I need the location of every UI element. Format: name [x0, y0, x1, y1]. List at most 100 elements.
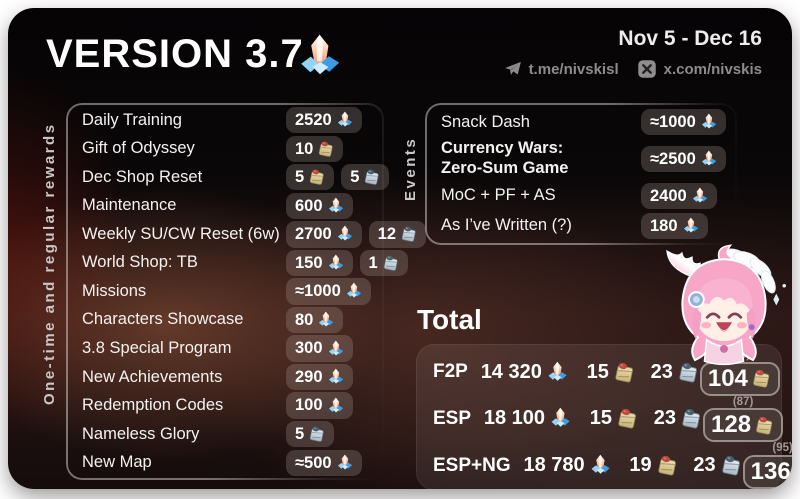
- special-pass-icon: [656, 454, 679, 477]
- pill-amount: 300: [295, 339, 323, 358]
- total-row-label: ESP+NG: [433, 454, 511, 476]
- pulls-pill: 136: [742, 454, 792, 489]
- amount-pill: 5: [286, 164, 335, 191]
- reward-row: Weekly SU/CW Reset (6w) 2700 12: [66, 221, 427, 248]
- telegram-handle: t.me/nivskisl: [528, 60, 619, 78]
- pill-amount: 2700: [295, 225, 332, 244]
- events-list: Snack Dash ≈1000 Currency Wars: Zero-Sum…: [425, 103, 737, 245]
- amount-pill: 10: [286, 135, 344, 162]
- special-pass-icon: [751, 368, 772, 389]
- reward-row: Dec Shop Reset 5 5: [66, 164, 390, 191]
- reward-label: 3.8 Special Program: [82, 339, 232, 357]
- jade-total-value: 18 100: [483, 407, 546, 430]
- stellar-jade-icon: [691, 187, 709, 205]
- reward-label: Weekly SU/CW Reset (6w): [82, 224, 280, 243]
- reward-row: World Shop: TB 150 1: [66, 249, 408, 277]
- total-row-label: ESP: [433, 407, 472, 429]
- reward-row: New Achievements 290: [66, 363, 384, 391]
- amount-pill: ≈1000: [286, 278, 371, 305]
- special-pass-total: 19: [626, 454, 679, 477]
- event-label: MoC + PF + AS: [441, 186, 556, 205]
- reward-label: Nameless Glory: [82, 424, 200, 443]
- event-label-line2: Zero-Sum Game: [441, 158, 569, 177]
- star-rail-pass-icon: [363, 168, 381, 186]
- pill-amount: 2520: [295, 111, 332, 130]
- main-card: VERSION 3.7 Nov 5 - Dec 16 t.me/nivskisl…: [8, 8, 792, 489]
- stellar-jade-icon: [317, 311, 335, 329]
- amount-pill: ≈2500: [641, 145, 726, 173]
- pill-amount: 180: [650, 216, 678, 235]
- pulls-pill: 128: [703, 408, 784, 443]
- amount-pill: 80: [286, 306, 344, 334]
- x-logo-icon: [637, 59, 657, 79]
- amount-pill: 2520: [286, 107, 362, 134]
- pulls-stack: (87) 128: [703, 396, 784, 443]
- jade-total-value: 14 320: [480, 360, 542, 383]
- events-section-label: Events: [402, 136, 419, 202]
- special-pass-icon: [308, 168, 326, 186]
- amount-pill: ≈500: [286, 449, 362, 476]
- jade-total: 18 100: [471, 407, 572, 430]
- reward-label: Dec Shop Reset: [82, 167, 203, 186]
- special-pass-value: 15: [586, 360, 609, 383]
- social-links: t.me/nivskisl x.com/nivskis: [504, 59, 762, 79]
- pill-amount: 5: [295, 168, 305, 187]
- pulls-value: 128: [711, 411, 752, 439]
- reward-label: World Shop: TB: [82, 253, 198, 272]
- elysia-chibi-sticker: [650, 242, 792, 366]
- event-label: As I’ve Written (?): [441, 216, 572, 235]
- amount-pill: 100: [286, 392, 353, 419]
- pill-amount: 1: [368, 253, 378, 272]
- pill-amount: 2400: [650, 186, 687, 205]
- stellar-jade-icon: [345, 282, 363, 300]
- pulls-pill: 104: [699, 361, 780, 396]
- event-row: MoC + PF + AS 2400: [425, 182, 737, 209]
- reward-label: Characters Showcase: [82, 310, 244, 329]
- event-row: Currency Wars: Zero-Sum Game ≈2500: [425, 139, 737, 179]
- event-label: Currency Wars: Zero-Sum Game: [441, 139, 641, 179]
- star-rail-pass-icon: [382, 254, 400, 272]
- amount-pill: 5: [286, 420, 335, 448]
- reward-label: Daily Training: [82, 110, 182, 129]
- stellar-jade-icon: [700, 150, 718, 168]
- pill-amount: 12: [377, 225, 397, 244]
- stellar-jade-icon: [700, 113, 718, 131]
- stellar-jade-icon: [336, 111, 354, 129]
- stellar-jade-icon: [549, 407, 572, 430]
- special-pass-value: 15: [589, 407, 613, 430]
- pill-amount: 10: [295, 139, 314, 158]
- pill-amount: ≈2500: [650, 149, 696, 168]
- pill-amount: 100: [295, 396, 323, 415]
- special-pass-value: 19: [629, 454, 652, 477]
- total-row: ESP 18 100 15 23 (87) 128: [433, 396, 784, 443]
- left-section-label: One-time and regular rewards: [41, 122, 58, 406]
- amount-pill: 1: [359, 249, 408, 277]
- jade-total: 18 780: [511, 454, 612, 477]
- reward-row: Characters Showcase 80: [66, 306, 384, 334]
- special-pass-icon: [616, 407, 639, 430]
- star-rail-pass-icon: [308, 425, 326, 443]
- total-row: ESP+NG 18 780 19 23 (95) 136: [433, 442, 792, 489]
- special-pass-icon: [754, 415, 775, 436]
- rail-pass-value: 23: [650, 360, 673, 383]
- x-handle: x.com/nivskis: [663, 60, 762, 78]
- reward-row: New Map ≈500: [66, 449, 384, 476]
- special-pass-total: 15: [583, 361, 636, 384]
- stellar-jade-icon: [336, 454, 354, 472]
- x-link[interactable]: x.com/nivskis: [637, 59, 762, 79]
- reward-row: Redemption Codes 100: [66, 392, 384, 419]
- pill-amount: ≈1000: [650, 112, 696, 131]
- rewards-list: Daily Training 2520 Gift of Odyssey 10 D…: [66, 103, 427, 480]
- amount-pill: 300: [286, 335, 353, 362]
- pulls-guaranteed-note: (95): [772, 442, 792, 455]
- stellar-jade-icon: [327, 197, 345, 215]
- pulls-stack: (95) 136: [742, 442, 792, 489]
- pill-amount: ≈1000: [295, 282, 341, 301]
- reward-label: Gift of Odyssey: [82, 139, 195, 158]
- special-pass-icon: [317, 140, 335, 158]
- telegram-icon: [504, 60, 522, 78]
- amount-pill: 180: [641, 212, 708, 239]
- pulls-value: 104: [707, 364, 748, 392]
- telegram-link[interactable]: t.me/nivskisl: [504, 60, 619, 78]
